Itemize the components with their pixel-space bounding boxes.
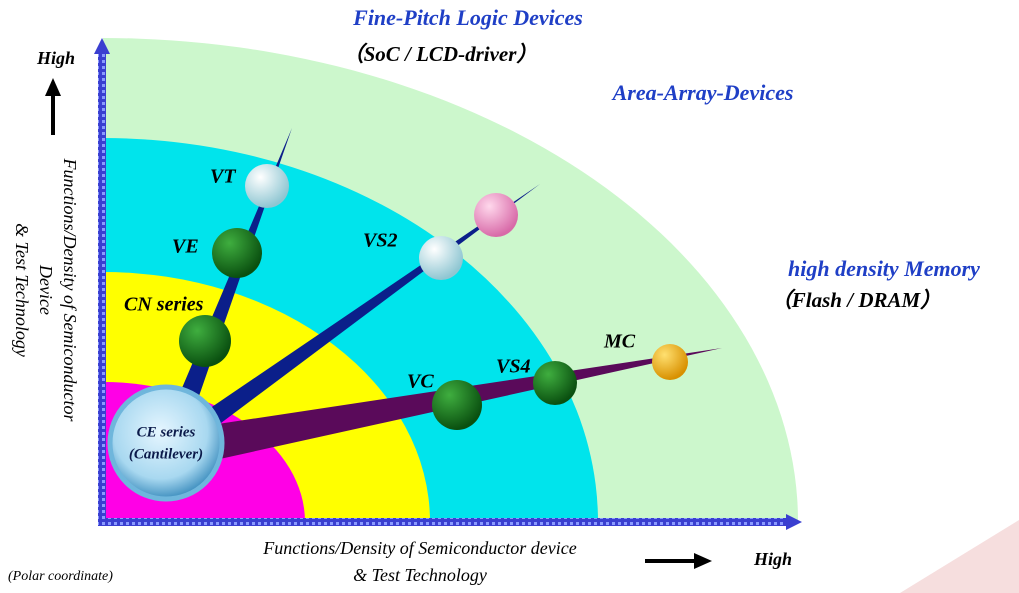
y-axis-label: Functions/Density of Semiconductor: [60, 158, 80, 423]
x-high: High: [753, 549, 792, 569]
ball: [474, 193, 518, 237]
category-sub: （SoC / LCD-driver）: [343, 42, 538, 66]
node-label: CN series: [124, 294, 204, 316]
ball: [432, 380, 482, 430]
node-label: VE: [172, 236, 199, 258]
x-axis-label: Functions/Density of Semiconductor devic…: [262, 538, 576, 558]
ball: [245, 164, 289, 208]
center-sub: (Cantilever): [129, 446, 203, 462]
category-title: Area-Array-Devices: [611, 80, 794, 105]
ball: [212, 228, 262, 278]
ball: [419, 236, 463, 280]
center-label: CE series: [137, 424, 196, 440]
ce-bubble: [107, 384, 225, 502]
ball: [533, 361, 577, 405]
note: (Polar coordinate): [8, 569, 113, 584]
ball: [179, 315, 231, 367]
y-high: High: [36, 48, 75, 68]
category-title: high density Memory: [788, 256, 980, 281]
node-label: VC: [407, 371, 434, 393]
corner-decoration: [900, 520, 1019, 593]
ray-vt: [160, 128, 292, 445]
y-axis-label: Device: [36, 264, 56, 315]
x-high-arrowhead: [694, 553, 712, 569]
node-label: VT: [210, 166, 236, 188]
y-axis: [98, 48, 106, 526]
x-axis: [98, 518, 790, 526]
category-sub: （Flash / DRAM）: [771, 288, 941, 312]
ball: [652, 344, 688, 380]
x-axis-label: & Test Technology: [353, 565, 487, 585]
node-label: VS2: [363, 230, 397, 252]
x-axis-arrow: [786, 514, 802, 530]
y-axis-arrow: [94, 38, 110, 54]
category-title: Fine-Pitch Logic Devices: [352, 5, 583, 30]
node-label: VS4: [496, 356, 530, 378]
y-axis-label: & Test Technology: [12, 223, 32, 357]
y-high-arrowhead: [45, 78, 61, 96]
node-label: MC: [603, 331, 636, 353]
